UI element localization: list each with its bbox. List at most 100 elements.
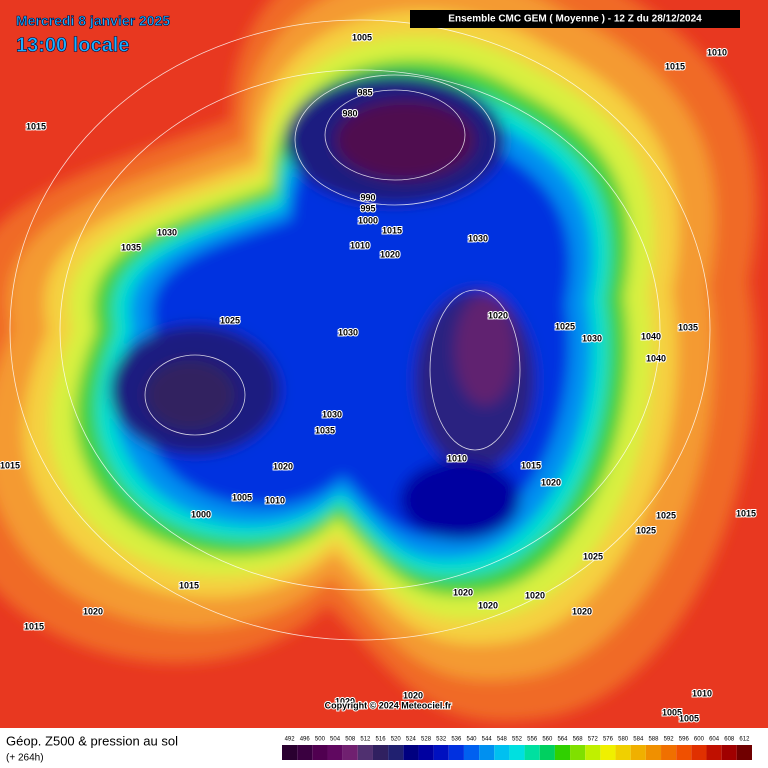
pressure-label: 1015: [665, 61, 685, 71]
scale-swatch: [418, 745, 434, 760]
scale-label: 532: [436, 737, 447, 743]
pressure-label: 1020: [572, 606, 592, 616]
pressure-label: 1000: [191, 509, 211, 519]
scale-swatch: [585, 745, 601, 760]
scale-swatch: [645, 745, 662, 760]
pressure-label: 1020: [541, 477, 561, 487]
pressure-label: 1010: [692, 688, 712, 698]
pressure-label: 1035: [121, 242, 141, 252]
time: 13:00 locale: [16, 34, 129, 56]
pressure-label: 1040: [646, 353, 666, 363]
scale-label: 516: [376, 737, 387, 743]
pressure-label: 990: [360, 192, 375, 202]
pressure-label: 1020: [403, 690, 423, 700]
scale-swatch: [463, 745, 480, 760]
scale-swatch: [479, 745, 495, 760]
pressure-label: 1020: [335, 696, 355, 706]
scale-swatch: [312, 745, 328, 760]
scale-swatch: [615, 745, 631, 760]
pressure-label: 1005: [352, 32, 372, 42]
pressure-label: 1020: [525, 590, 545, 600]
pressure-label: 1010: [447, 453, 467, 463]
scale-swatch: [433, 745, 449, 760]
scale-label: 492: [285, 737, 296, 743]
pressure-label: 1015: [24, 621, 44, 631]
scale-label: 568: [573, 737, 584, 743]
pressure-label: 1025: [636, 525, 656, 535]
scale-swatch: [494, 745, 510, 760]
pressure-label: 1030: [582, 333, 602, 343]
pressure-label: 1025: [583, 551, 603, 561]
scale-label: 600: [694, 737, 705, 743]
scale-label: 520: [391, 737, 402, 743]
scale-swatch: [388, 745, 404, 760]
scale-label: 560: [542, 737, 553, 743]
pressure-label: 1030: [322, 409, 342, 419]
scale-label: 528: [421, 737, 432, 743]
pressure-label: 1020: [488, 310, 508, 320]
pressure-label: 1005: [662, 707, 682, 717]
scale-swatch: [554, 745, 571, 760]
scale-label: 588: [648, 737, 659, 743]
scale-swatch: [327, 745, 343, 760]
scale-label: 536: [451, 737, 462, 743]
scale-swatch: [342, 745, 358, 760]
scale-swatch: [630, 745, 646, 760]
scale-swatch: [600, 745, 616, 760]
pressure-label: 1015: [521, 460, 541, 470]
scale-swatch: [297, 745, 313, 760]
map-field: [0, 0, 768, 728]
scale-swatch: [661, 745, 677, 760]
pressure-label: 1005: [232, 492, 252, 502]
scale-label: 552: [512, 737, 523, 743]
scale-label: 596: [679, 737, 690, 743]
pressure-label: 1025: [656, 510, 676, 520]
scale-swatch: [357, 745, 373, 760]
pressure-label: 1030: [157, 227, 177, 237]
pressure-label: 1010: [707, 47, 727, 57]
pressure-label: 1010: [350, 240, 370, 250]
pressure-label: 1000: [358, 215, 378, 225]
scale-swatch: [721, 745, 737, 760]
scale-swatch: [736, 745, 752, 760]
scale-swatch: [403, 745, 419, 760]
pressure-label: 1020: [83, 606, 103, 616]
pressure-label: 1015: [0, 460, 20, 470]
scale-label: 592: [664, 737, 675, 743]
footer-title: Géop. Z500 & pression au sol: [6, 733, 178, 748]
pressure-label: 1020: [478, 600, 498, 610]
scale-label: 524: [406, 737, 417, 743]
pressure-label: 1025: [555, 321, 575, 331]
scale-label: 572: [588, 737, 599, 743]
scale-label: 576: [603, 737, 614, 743]
scale-label: 548: [497, 737, 508, 743]
run-info: Ensemble CMC GEM ( Moyenne ) - 12 Z du 2…: [448, 14, 702, 25]
scale-swatch: [372, 745, 389, 760]
scale-label: 556: [527, 737, 538, 743]
scale-label: 584: [633, 737, 644, 743]
pressure-label: 1015: [736, 508, 756, 518]
pressure-label: 1015: [179, 580, 199, 590]
scale-swatch: [676, 745, 692, 760]
pressure-label: 1020: [380, 249, 400, 259]
scale-label: 500: [315, 737, 326, 743]
pressure-label: 1020: [453, 587, 473, 597]
scale-label: 508: [345, 737, 356, 743]
pressure-label: 995: [360, 203, 375, 213]
scale-label: 544: [482, 737, 493, 743]
copyright: Copyright © 2024 Meteociel.fr: [325, 700, 452, 710]
scale-label: 604: [709, 737, 720, 743]
scale-swatch: [524, 745, 540, 760]
pressure-label: 1015: [26, 121, 46, 131]
scale-label: 564: [557, 737, 568, 743]
scale-swatch: [448, 745, 464, 760]
scale-swatch: [539, 745, 555, 760]
scale-label: 540: [467, 737, 478, 743]
pressure-label: 980: [342, 108, 357, 118]
scale-label: 512: [360, 737, 371, 743]
scale-swatch: [570, 745, 586, 760]
scale-label: 608: [724, 737, 735, 743]
date: Mercredi 8 janvier 2025: [16, 13, 170, 29]
